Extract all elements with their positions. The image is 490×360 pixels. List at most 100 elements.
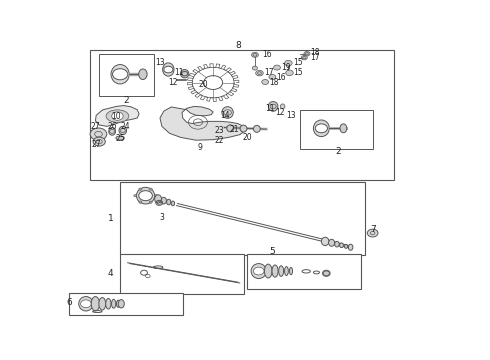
- Circle shape: [304, 51, 310, 56]
- Ellipse shape: [222, 107, 233, 118]
- Circle shape: [368, 229, 378, 237]
- Text: 13: 13: [155, 58, 165, 67]
- Bar: [120, 255, 244, 294]
- Ellipse shape: [109, 127, 116, 135]
- Text: 22: 22: [214, 136, 223, 145]
- Ellipse shape: [161, 197, 167, 204]
- Ellipse shape: [91, 297, 99, 311]
- Text: 5: 5: [269, 247, 275, 256]
- Circle shape: [252, 66, 258, 70]
- Text: 7: 7: [370, 225, 376, 234]
- Text: 24: 24: [121, 122, 131, 131]
- Ellipse shape: [163, 63, 174, 76]
- Ellipse shape: [111, 64, 129, 84]
- Ellipse shape: [112, 299, 116, 308]
- Circle shape: [112, 112, 123, 120]
- Ellipse shape: [340, 243, 343, 248]
- Text: 9: 9: [197, 143, 202, 152]
- Ellipse shape: [117, 300, 120, 307]
- Text: 15: 15: [293, 58, 302, 67]
- Text: 27: 27: [92, 140, 101, 149]
- Circle shape: [301, 55, 307, 60]
- Ellipse shape: [167, 199, 171, 205]
- Text: 1: 1: [108, 214, 114, 223]
- Text: 3: 3: [159, 213, 164, 222]
- Ellipse shape: [119, 126, 126, 135]
- Circle shape: [256, 70, 263, 76]
- Ellipse shape: [155, 195, 162, 203]
- Ellipse shape: [314, 120, 329, 136]
- Ellipse shape: [321, 237, 329, 246]
- Circle shape: [262, 80, 269, 85]
- Ellipse shape: [285, 267, 288, 275]
- Circle shape: [164, 66, 173, 73]
- Text: 21: 21: [229, 125, 239, 134]
- Ellipse shape: [335, 242, 339, 247]
- Ellipse shape: [227, 125, 234, 132]
- Text: 14: 14: [220, 111, 229, 120]
- Text: 17: 17: [310, 53, 319, 62]
- Text: 15: 15: [293, 68, 302, 77]
- Bar: [120, 182, 365, 255]
- Ellipse shape: [329, 239, 335, 246]
- Bar: [300, 110, 372, 149]
- Circle shape: [285, 60, 292, 66]
- Ellipse shape: [180, 69, 189, 78]
- Text: 18: 18: [310, 48, 319, 57]
- Bar: [69, 293, 183, 315]
- Circle shape: [81, 300, 91, 308]
- Ellipse shape: [280, 104, 285, 109]
- Text: 12: 12: [275, 108, 284, 117]
- Circle shape: [134, 194, 137, 197]
- Text: 16: 16: [276, 73, 286, 82]
- Ellipse shape: [279, 266, 284, 276]
- Ellipse shape: [344, 244, 347, 248]
- Text: 13: 13: [286, 111, 296, 120]
- Circle shape: [273, 65, 280, 70]
- Ellipse shape: [136, 187, 155, 204]
- Polygon shape: [96, 105, 139, 126]
- Text: 2: 2: [336, 147, 341, 156]
- Text: 23: 23: [214, 126, 223, 135]
- Circle shape: [90, 128, 107, 140]
- Circle shape: [251, 52, 258, 57]
- Ellipse shape: [139, 69, 147, 80]
- Bar: [99, 54, 154, 96]
- Circle shape: [139, 191, 152, 201]
- Ellipse shape: [240, 125, 247, 132]
- Text: 16: 16: [263, 50, 272, 59]
- Text: 20: 20: [199, 80, 208, 89]
- Ellipse shape: [106, 298, 111, 309]
- Text: 19: 19: [281, 63, 291, 72]
- Text: 27: 27: [91, 122, 100, 131]
- Polygon shape: [160, 107, 245, 140]
- Text: 8: 8: [235, 41, 241, 50]
- Ellipse shape: [340, 124, 347, 133]
- Ellipse shape: [269, 102, 278, 111]
- Circle shape: [149, 201, 152, 203]
- Ellipse shape: [272, 265, 278, 277]
- Circle shape: [139, 188, 142, 190]
- Ellipse shape: [253, 125, 260, 132]
- Ellipse shape: [322, 270, 330, 276]
- Text: 6: 6: [67, 298, 73, 307]
- Text: 11: 11: [266, 104, 275, 113]
- Circle shape: [139, 201, 142, 203]
- Text: 12: 12: [169, 77, 178, 86]
- Text: 25: 25: [115, 134, 125, 143]
- Circle shape: [315, 124, 327, 133]
- Ellipse shape: [348, 244, 353, 250]
- Text: 20: 20: [243, 133, 252, 142]
- Text: 4: 4: [108, 269, 113, 278]
- Circle shape: [286, 70, 294, 76]
- Ellipse shape: [118, 300, 124, 308]
- Text: 2: 2: [123, 95, 128, 104]
- Ellipse shape: [265, 264, 272, 278]
- Bar: [90, 50, 393, 180]
- Ellipse shape: [290, 267, 293, 275]
- Text: 17: 17: [265, 68, 274, 77]
- Ellipse shape: [99, 297, 106, 310]
- Circle shape: [154, 194, 157, 197]
- Ellipse shape: [171, 201, 174, 206]
- Circle shape: [253, 267, 264, 275]
